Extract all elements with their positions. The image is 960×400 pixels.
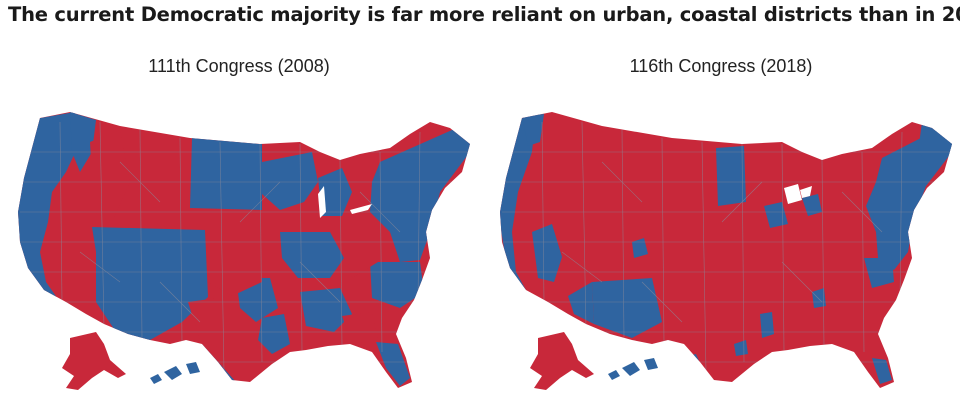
alaska: [62, 332, 126, 390]
map-panel-116th: 116th Congress (2018): [482, 56, 960, 396]
dem-region-atlanta: [812, 288, 826, 308]
dem-region-south-florida: [872, 358, 892, 384]
dem-region-seattle: [522, 114, 544, 146]
dem-region-arizona: [568, 282, 594, 324]
great-lake-erie: [800, 186, 812, 198]
dem-region-minnesota: [716, 146, 746, 206]
map-panel-111th: 111th Congress (2008): [0, 56, 478, 396]
alaska: [530, 332, 594, 390]
district-borders: [20, 121, 470, 373]
rep-region-georgia: [342, 312, 378, 344]
dem-region-pacific-northwest: [70, 112, 96, 172]
rep-region-great-plains: [205, 212, 262, 296]
hawaii: [150, 362, 200, 384]
rep-region-idaho: [90, 130, 130, 222]
rep-region-texas-central: [188, 296, 250, 352]
dem-region-northern-plains: [190, 138, 262, 210]
dem-region-nevada: [532, 224, 562, 282]
map-title-111th: 111th Congress (2008): [148, 56, 330, 76]
dem-region-chicago: [764, 202, 788, 228]
dem-region-houston: [734, 340, 748, 356]
dem-region-great-lakes: [262, 152, 318, 210]
great-lake-michigan: [318, 186, 326, 218]
great-lake-michigan: [784, 184, 802, 204]
dem-region-michigan: [318, 168, 352, 216]
dem-region-mississippi-delta: [258, 314, 290, 354]
map-title-116th: 116th Congress (2018): [629, 56, 813, 76]
district-borders: [502, 121, 952, 373]
map-116th-congress: [500, 112, 952, 390]
dem-region-virginia-carolina: [370, 262, 424, 308]
dem-region-ohio-valley: [280, 232, 344, 278]
headline: The current Democratic majority is far m…: [8, 3, 960, 26]
dem-region-denver: [632, 238, 648, 258]
dem-region-southeast: [300, 288, 352, 332]
hawaii: [608, 358, 658, 380]
dem-region-florida: [376, 342, 410, 386]
dem-region-mississippi: [760, 312, 774, 338]
dem-region-dc-virginia: [864, 258, 894, 288]
dem-region-detroit: [802, 194, 822, 216]
map-111th-congress: [18, 112, 470, 390]
rep-region-appalachia: [340, 232, 378, 278]
great-lake-erie: [350, 204, 372, 214]
dem-region-west-coast: [18, 112, 80, 302]
dem-region-new-mexico: [592, 278, 662, 338]
dem-region-mountain-west: [92, 227, 208, 340]
